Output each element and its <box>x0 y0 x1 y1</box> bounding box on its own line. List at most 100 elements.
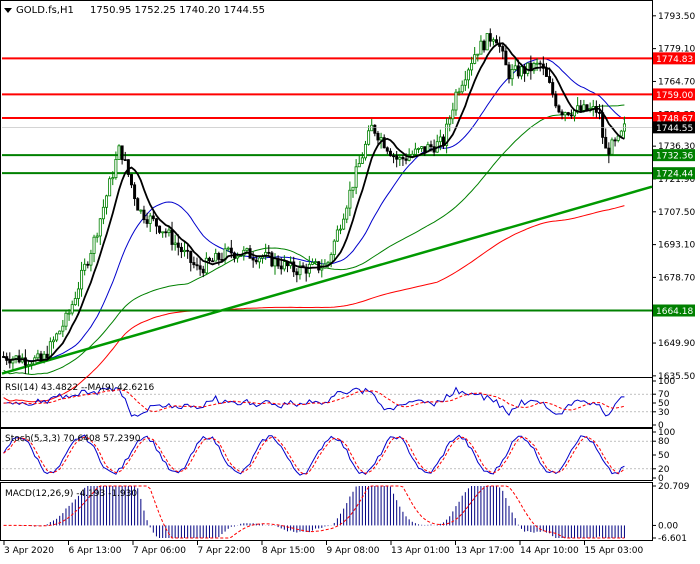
macd-tick-label: -6.601 <box>658 534 687 544</box>
x-tick-label: 15 Apr 03:00 <box>585 546 644 556</box>
candle-body <box>76 288 80 299</box>
candle-body <box>236 255 240 259</box>
candle-body <box>507 64 511 80</box>
x-tick-label: 13 Apr 01:00 <box>391 546 450 556</box>
candle-body <box>569 114 573 117</box>
candle-body <box>198 265 202 270</box>
candle-body <box>410 153 414 157</box>
level-label-bg <box>653 304 695 317</box>
candle-body <box>151 215 155 220</box>
candle-body <box>476 53 480 56</box>
candle-body <box>48 341 52 359</box>
macd-tick-label: 20.709 <box>658 482 690 492</box>
candle-body <box>27 364 31 367</box>
candle-body <box>379 137 383 141</box>
level-label: 1724.44 <box>656 170 693 180</box>
candle-body <box>310 262 314 265</box>
candle-body <box>326 261 330 265</box>
candle-body <box>510 69 514 80</box>
stoch-label: Stoch(5,3,3) 70.6408 57.2390 <box>5 434 141 444</box>
price-tick-label: 1693.10 <box>658 241 695 251</box>
dropdown-triangle-icon[interactable] <box>4 8 12 13</box>
candle-body <box>314 261 318 264</box>
candle-body <box>114 159 118 179</box>
candle-body <box>519 66 523 77</box>
candle-body <box>195 264 199 267</box>
candle-body <box>179 246 183 253</box>
candle-body <box>373 124 377 134</box>
price-tick-label: 1635.50 <box>658 372 695 382</box>
candle-body <box>363 143 367 159</box>
candle-body <box>39 353 43 361</box>
price-tick-label: 1678.70 <box>658 273 695 283</box>
candle-body <box>554 93 558 107</box>
x-tick-label: 14 Apr 10:00 <box>520 546 579 556</box>
candle-body <box>566 112 570 116</box>
candle-body <box>267 251 271 254</box>
price-tick-label: 1764.70 <box>658 77 695 87</box>
candle-body <box>532 63 536 72</box>
candle-body <box>89 253 93 266</box>
candle-body <box>516 65 520 77</box>
candle-body <box>279 265 283 270</box>
candle-body <box>217 252 221 260</box>
candle-body <box>610 139 614 155</box>
candle-body <box>454 91 458 111</box>
rsi-main-line <box>3 386 625 417</box>
rsi-tick-label: 50 <box>658 399 670 409</box>
ma-long-line <box>3 205 625 403</box>
support-trendline <box>1 185 653 375</box>
candle-body <box>332 240 336 255</box>
x-tick-label: 6 Apr 13:00 <box>69 546 122 556</box>
candle-body <box>55 333 59 341</box>
candle-body <box>320 267 324 271</box>
candle-body <box>339 228 343 231</box>
candle-body <box>466 69 470 81</box>
candle-body <box>335 229 339 242</box>
candle-body <box>607 147 611 155</box>
stoch-tick-label: 50 <box>658 451 670 461</box>
candle-body <box>463 79 467 86</box>
candle-body <box>80 269 84 290</box>
candle-body <box>186 249 190 252</box>
candle-body <box>501 46 505 52</box>
candle-body <box>526 62 530 74</box>
candle-body <box>92 236 96 254</box>
level-label-bg <box>653 167 695 180</box>
level-label: 1774.83 <box>656 55 693 65</box>
candle-body <box>117 145 121 160</box>
candle-body <box>23 357 27 366</box>
candle-body <box>582 104 586 111</box>
current-price-label: 1744.55 <box>656 124 693 134</box>
x-tick-label: 7 Apr 22:00 <box>198 546 251 556</box>
candle-body <box>557 105 561 113</box>
candle-body <box>229 247 233 254</box>
level-label: 1732.36 <box>656 152 693 162</box>
candle-body <box>95 235 99 238</box>
price-tick-label: 1779.10 <box>658 45 695 55</box>
candle-body <box>382 137 386 149</box>
candle-body <box>142 209 146 221</box>
candle-body <box>98 218 102 237</box>
candle-body <box>538 62 542 65</box>
candle-body <box>154 218 158 227</box>
candle-body <box>473 54 477 64</box>
candle-body <box>105 195 109 208</box>
current-price-bg <box>653 121 695 134</box>
candle-body <box>123 159 127 162</box>
candle-body <box>83 263 87 271</box>
level-label-bg <box>653 52 695 65</box>
price-tick-label: 1707.50 <box>658 208 695 218</box>
candle-body <box>535 62 539 65</box>
candle-body <box>45 353 49 359</box>
rsi-tick-label: 70 <box>658 390 670 400</box>
price-tick-label: 1721.90 <box>658 175 695 185</box>
stoch-tick-label: 20 <box>658 465 670 475</box>
candle-body <box>482 40 486 51</box>
candle-body <box>619 130 623 137</box>
candle-body <box>111 177 115 180</box>
candle-body <box>245 248 249 251</box>
candle-body <box>173 242 177 245</box>
